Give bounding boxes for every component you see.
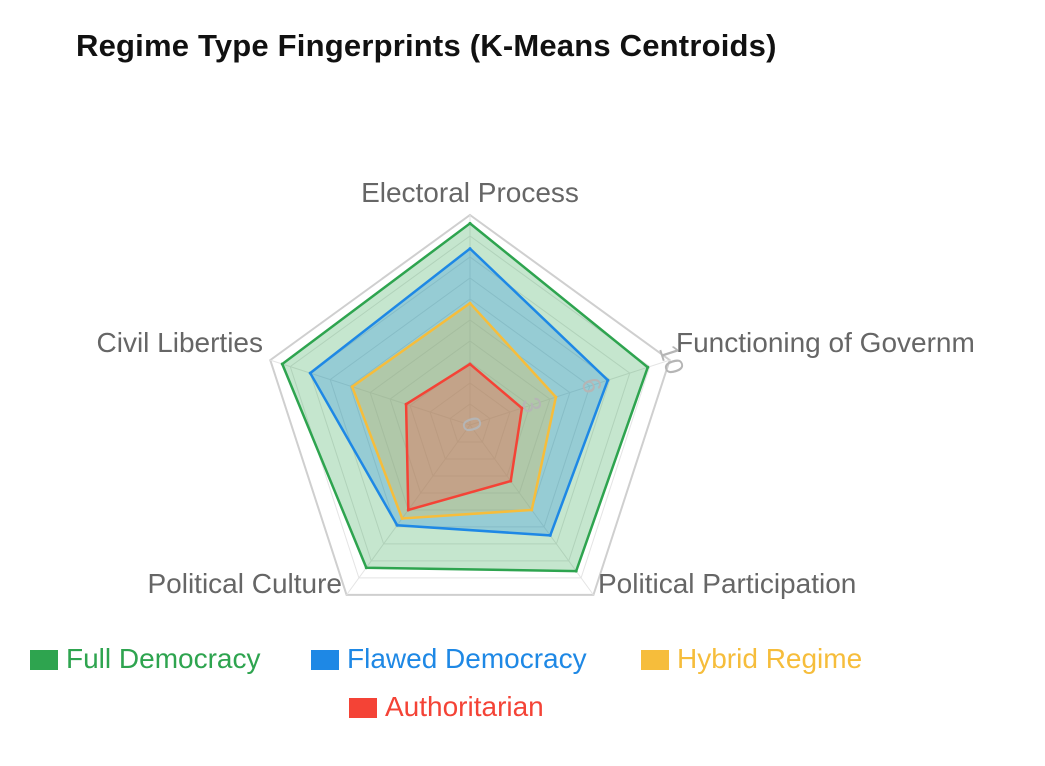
legend-item-authoritarian[interactable]: Authoritarian xyxy=(349,691,544,722)
series-area-flawed-democracy xyxy=(308,246,610,537)
legend-item-flawed-democracy[interactable]: Flawed Democracy xyxy=(311,643,587,674)
axis-label: Civil Liberties xyxy=(97,327,264,358)
data-point xyxy=(350,385,354,389)
data-point xyxy=(308,371,312,375)
grid-spoke xyxy=(469,359,670,426)
legend-label: Authoritarian xyxy=(385,691,544,722)
grid-ring xyxy=(449,403,491,443)
legend-swatch xyxy=(641,650,669,670)
data-point xyxy=(406,508,410,512)
data-point xyxy=(395,523,399,527)
data-point xyxy=(468,301,472,305)
legend-swatch xyxy=(349,698,377,718)
grid-ring xyxy=(409,361,531,477)
grid-ring xyxy=(329,277,611,545)
legend-label: Full Democracy xyxy=(66,643,260,674)
legend-label: Flawed Democracy xyxy=(347,643,587,674)
data-point xyxy=(520,406,524,410)
grid-spoke xyxy=(270,359,471,426)
data-point xyxy=(606,378,610,382)
legend-swatch xyxy=(311,650,339,670)
data-point xyxy=(364,566,368,570)
grid-ring xyxy=(429,382,511,460)
legend-item-full-democracy[interactable]: Full Democracy xyxy=(30,643,260,674)
data-point xyxy=(468,221,472,225)
grid-ring xyxy=(269,213,671,596)
data-point xyxy=(468,247,472,251)
legend-item-hybrid-regime[interactable]: Hybrid Regime xyxy=(641,643,862,674)
data-point xyxy=(280,362,284,366)
grid-ring xyxy=(349,298,591,528)
data-point xyxy=(509,479,513,483)
axis-label: Political Participation xyxy=(598,568,856,599)
data-point xyxy=(404,402,408,406)
data-point xyxy=(548,533,552,537)
radar-axis-labels: Electoral Process Functioning of Governm P… xyxy=(97,177,975,599)
series-area-hybrid-regime xyxy=(350,301,558,520)
chart-title: Regime Type Fingerprints (K-Means Centro… xyxy=(76,28,777,63)
data-point xyxy=(574,569,578,573)
legend-label: Hybrid Regime xyxy=(677,643,862,674)
data-point xyxy=(554,395,558,399)
data-point xyxy=(468,362,472,366)
radar-series xyxy=(280,221,650,573)
grid-ring xyxy=(369,319,571,511)
axis-label: Electoral Process xyxy=(361,177,579,208)
data-point xyxy=(400,516,404,520)
data-point xyxy=(530,508,534,512)
legend-swatch xyxy=(30,650,58,670)
axis-label: Political Culture xyxy=(147,568,342,599)
data-point xyxy=(646,365,650,369)
legend: Full Democracy Flawed Democracy Hybrid Reg… xyxy=(30,643,862,722)
axis-label: Functioning of Governm xyxy=(676,327,975,358)
series-area-authoritarian xyxy=(404,362,524,512)
